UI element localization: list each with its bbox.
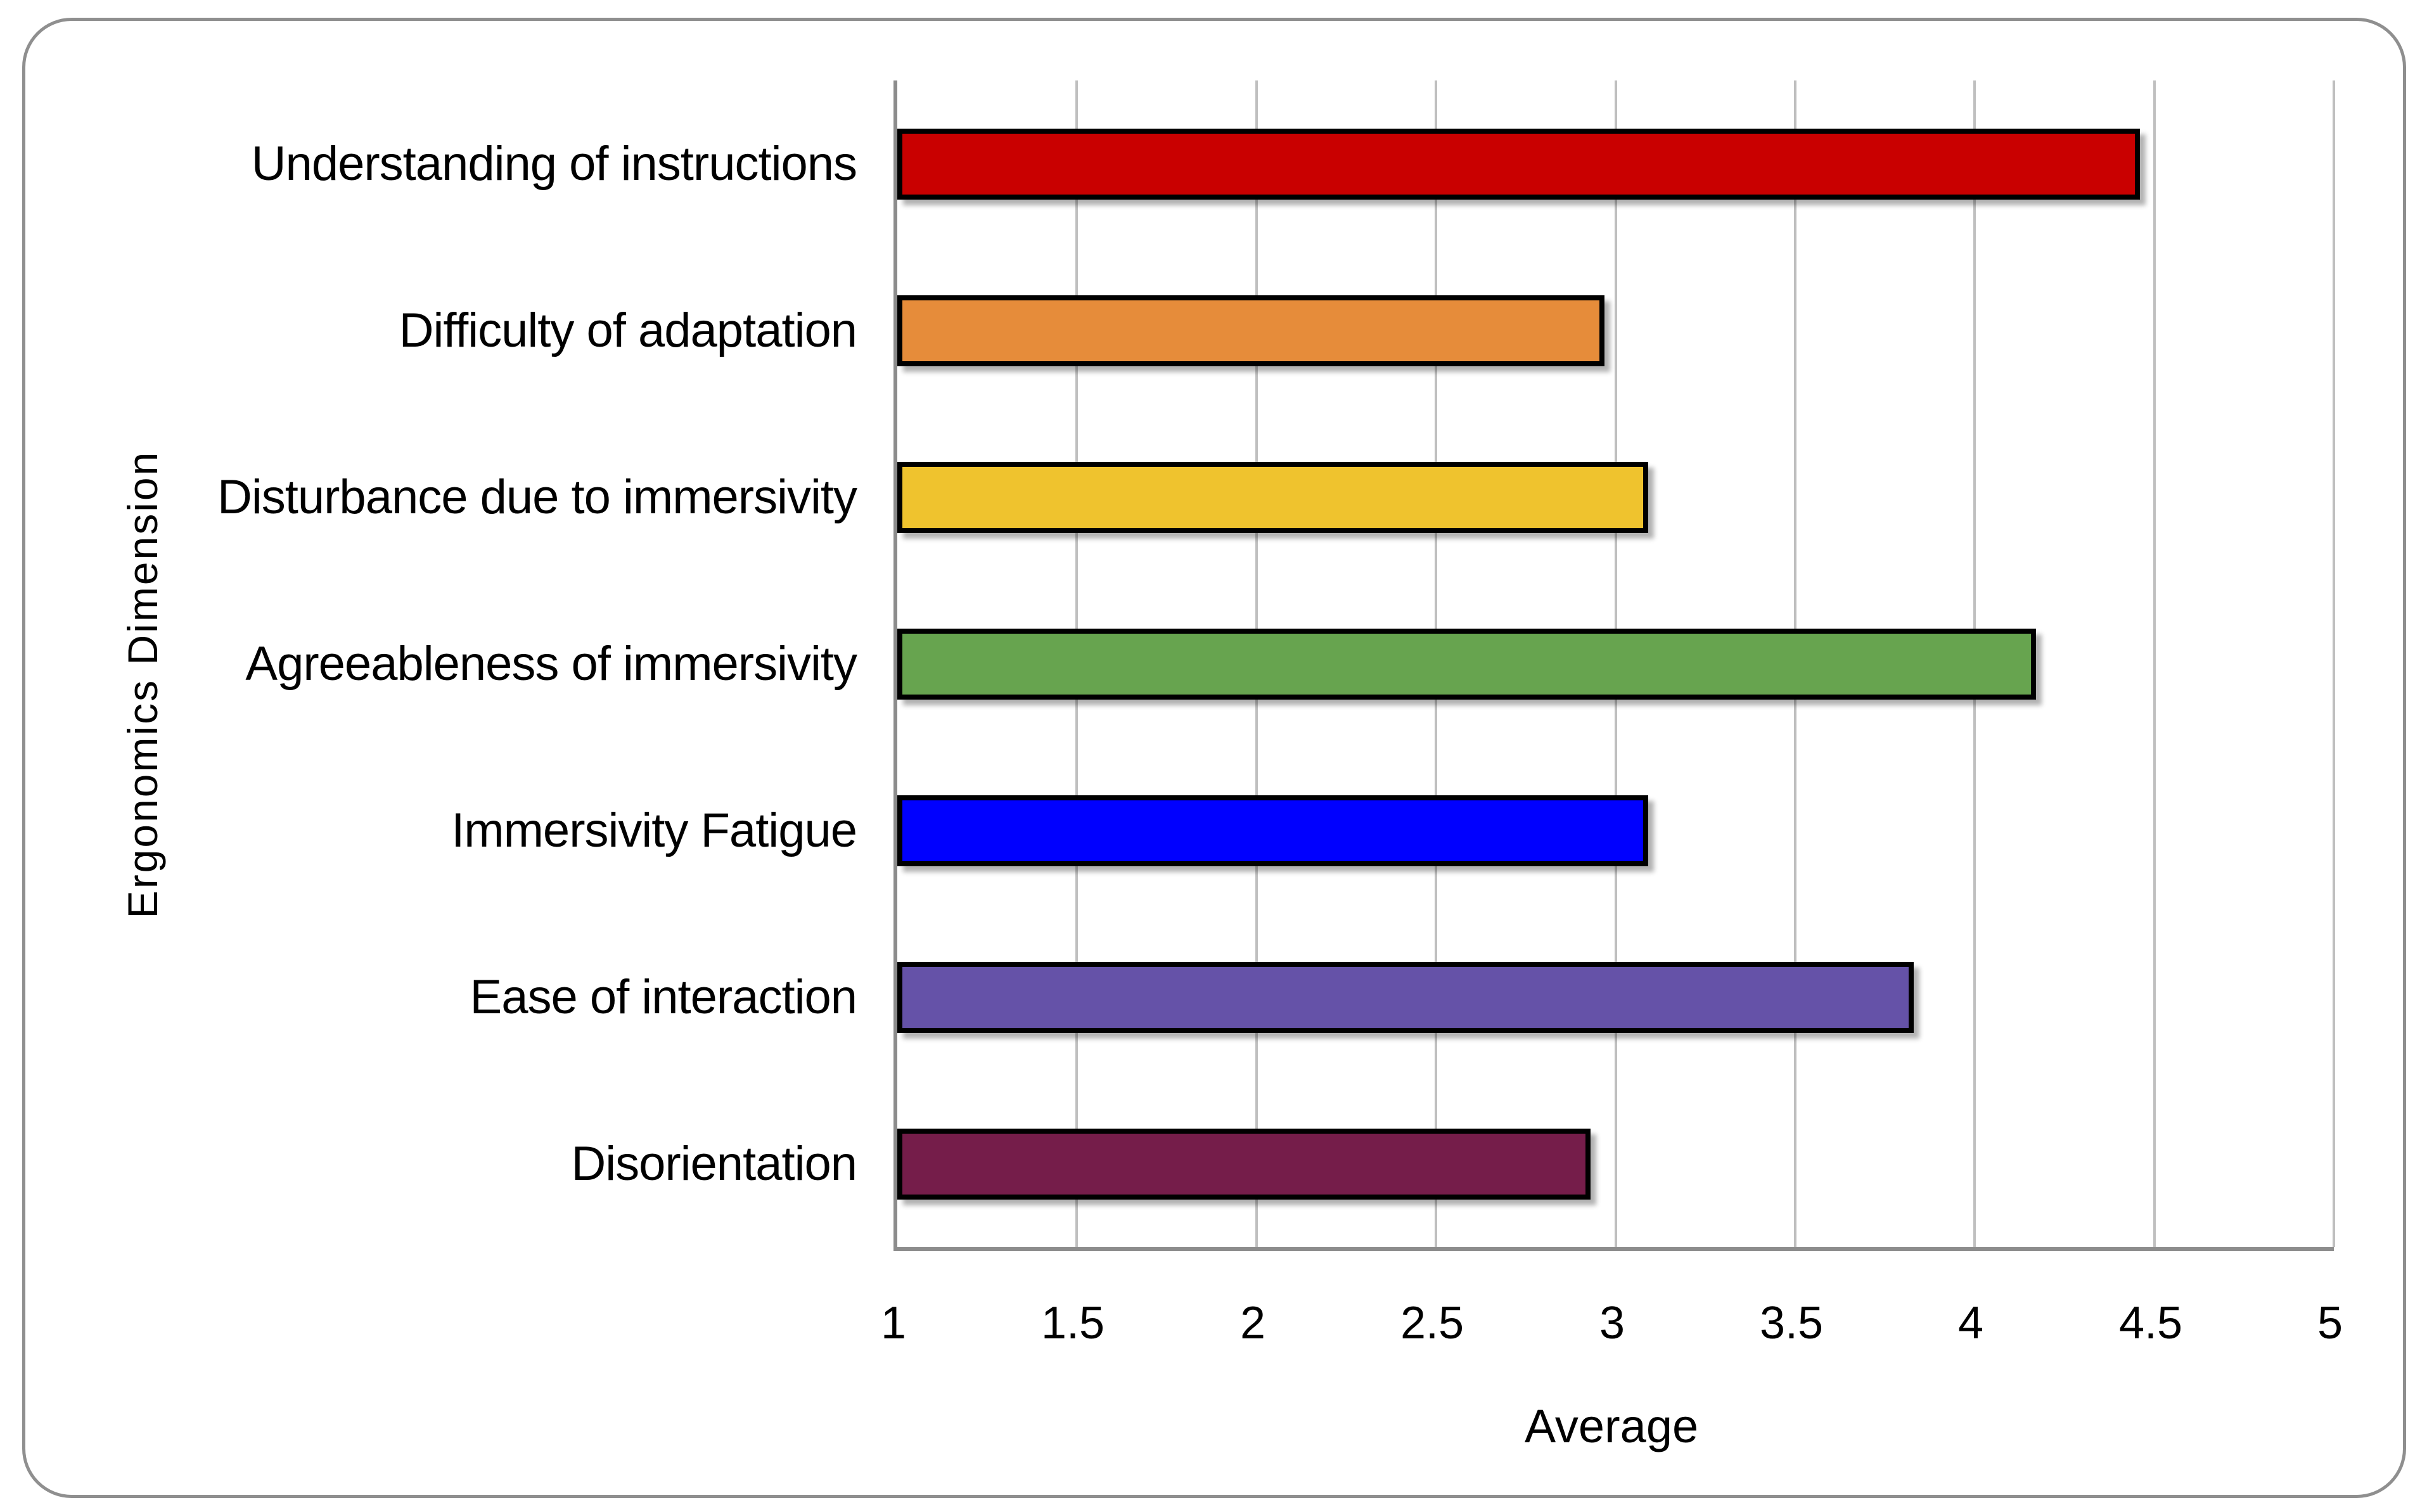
- gridline-5: [2333, 80, 2335, 1247]
- bar-understanding-of-instructions: [897, 128, 2140, 200]
- x-tick-label-4.5: 4.5: [2118, 1298, 2183, 1349]
- x-tick-label-2: 2: [1239, 1298, 1266, 1349]
- bar-disorientation: [897, 1128, 1591, 1200]
- x-tick-label-5: 5: [2317, 1298, 2343, 1349]
- category-label-ease-of-interaction: Ease of interaction: [470, 970, 858, 1024]
- bar-disturbance-due-to-immersivity: [897, 461, 1648, 533]
- x-tick-label-3: 3: [1599, 1298, 1625, 1349]
- x-tick-label-3.5: 3.5: [1759, 1298, 1824, 1349]
- category-label-difficulty-of-adaptation: Difficulty of adaptation: [399, 304, 857, 357]
- x-axis-title: Average: [1524, 1400, 1699, 1452]
- x-tick-label-1.5: 1.5: [1041, 1298, 1105, 1349]
- x-tick-label-2.5: 2.5: [1400, 1298, 1464, 1349]
- category-label-disturbance-due-to-immersivity: Disturbance due to immersivity: [217, 470, 857, 524]
- gridline-4.5: [2153, 80, 2156, 1247]
- category-label-agreeableness-of-immersivity: Agreeableness of immersivity: [245, 637, 857, 691]
- bar-difficulty-of-adaptation: [897, 295, 1604, 366]
- category-label-immersivity-fatigue: Immersivity Fatigue: [451, 804, 857, 857]
- category-label-understanding-of-instructions: Understanding of instructions: [251, 137, 857, 191]
- category-label-disorientation: Disorientation: [571, 1137, 857, 1191]
- bar-ease-of-interaction: [897, 961, 1914, 1033]
- bar-agreeableness-of-immersivity: [897, 628, 2036, 700]
- x-tick-label-1: 1: [880, 1298, 907, 1349]
- x-tick-label-4: 4: [1957, 1298, 1984, 1349]
- bar-immersivity-fatigue: [897, 795, 1648, 866]
- plot-area: [893, 80, 2335, 1251]
